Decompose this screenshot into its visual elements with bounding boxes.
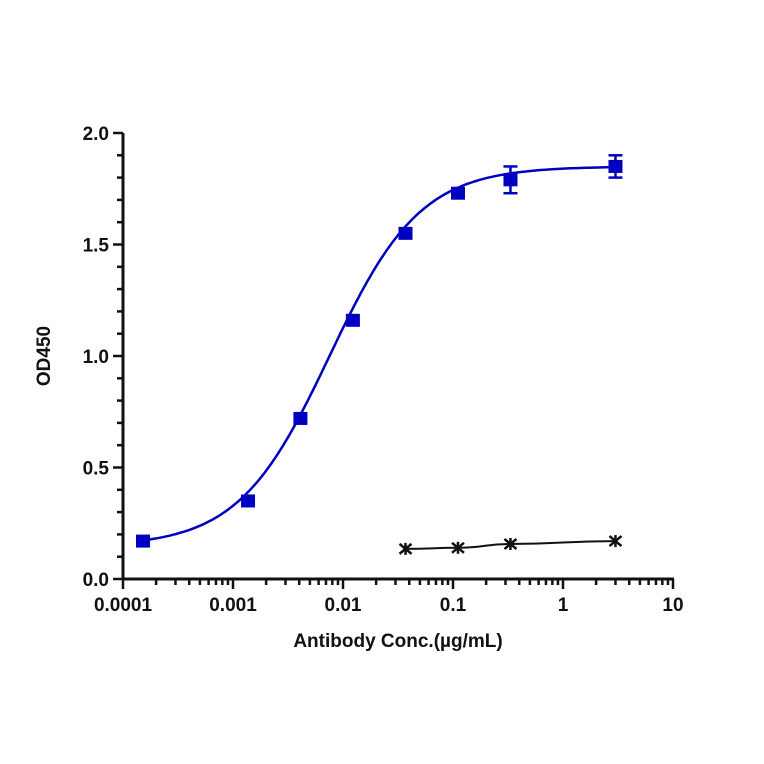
data-points	[136, 154, 623, 555]
x-tick-label: 0.001	[209, 595, 257, 616]
antibody-square-marker	[345, 313, 360, 327]
x-tick-label: 0.0001	[94, 595, 153, 616]
x-tick-label: 1	[558, 595, 569, 616]
y-tick-label: 2.0	[83, 124, 109, 145]
antibody-fit-curve	[142, 165, 616, 542]
x-tick-label: 10	[662, 595, 683, 616]
antibody-square-marker	[450, 186, 465, 200]
control-asterisk-marker	[398, 542, 413, 555]
y-tick-label: 1.5	[83, 236, 110, 257]
antibody-square-marker	[241, 494, 256, 508]
antibody-square-marker	[398, 226, 413, 240]
x-tick-label: 0.01	[325, 595, 362, 616]
control-asterisk-marker	[451, 541, 465, 554]
control-fit-curve	[405, 540, 616, 550]
y-axis-title: OD450	[34, 326, 55, 386]
fitted-curves	[142, 165, 616, 550]
control-asterisk-marker	[608, 535, 623, 548]
antibody-square-marker	[293, 411, 308, 425]
axes: 0.0 0.5 1.0 1.5 2.0 0.0001 0.001 0.01 0.1 1 10	[83, 124, 684, 616]
antibody-square-marker	[608, 159, 623, 173]
antibody-square-marker	[136, 534, 151, 548]
antibody-square-marker	[503, 173, 518, 187]
y-tick-label: 1.0	[83, 347, 109, 368]
control-asterisk-marker	[503, 537, 518, 550]
x-axis-title: Antibody Conc.(µg/mL)	[293, 631, 502, 652]
y-tick-label: 0.0	[83, 570, 109, 591]
x-tick-label: 0.1	[440, 595, 467, 616]
y-tick-label: 0.5	[83, 459, 110, 480]
